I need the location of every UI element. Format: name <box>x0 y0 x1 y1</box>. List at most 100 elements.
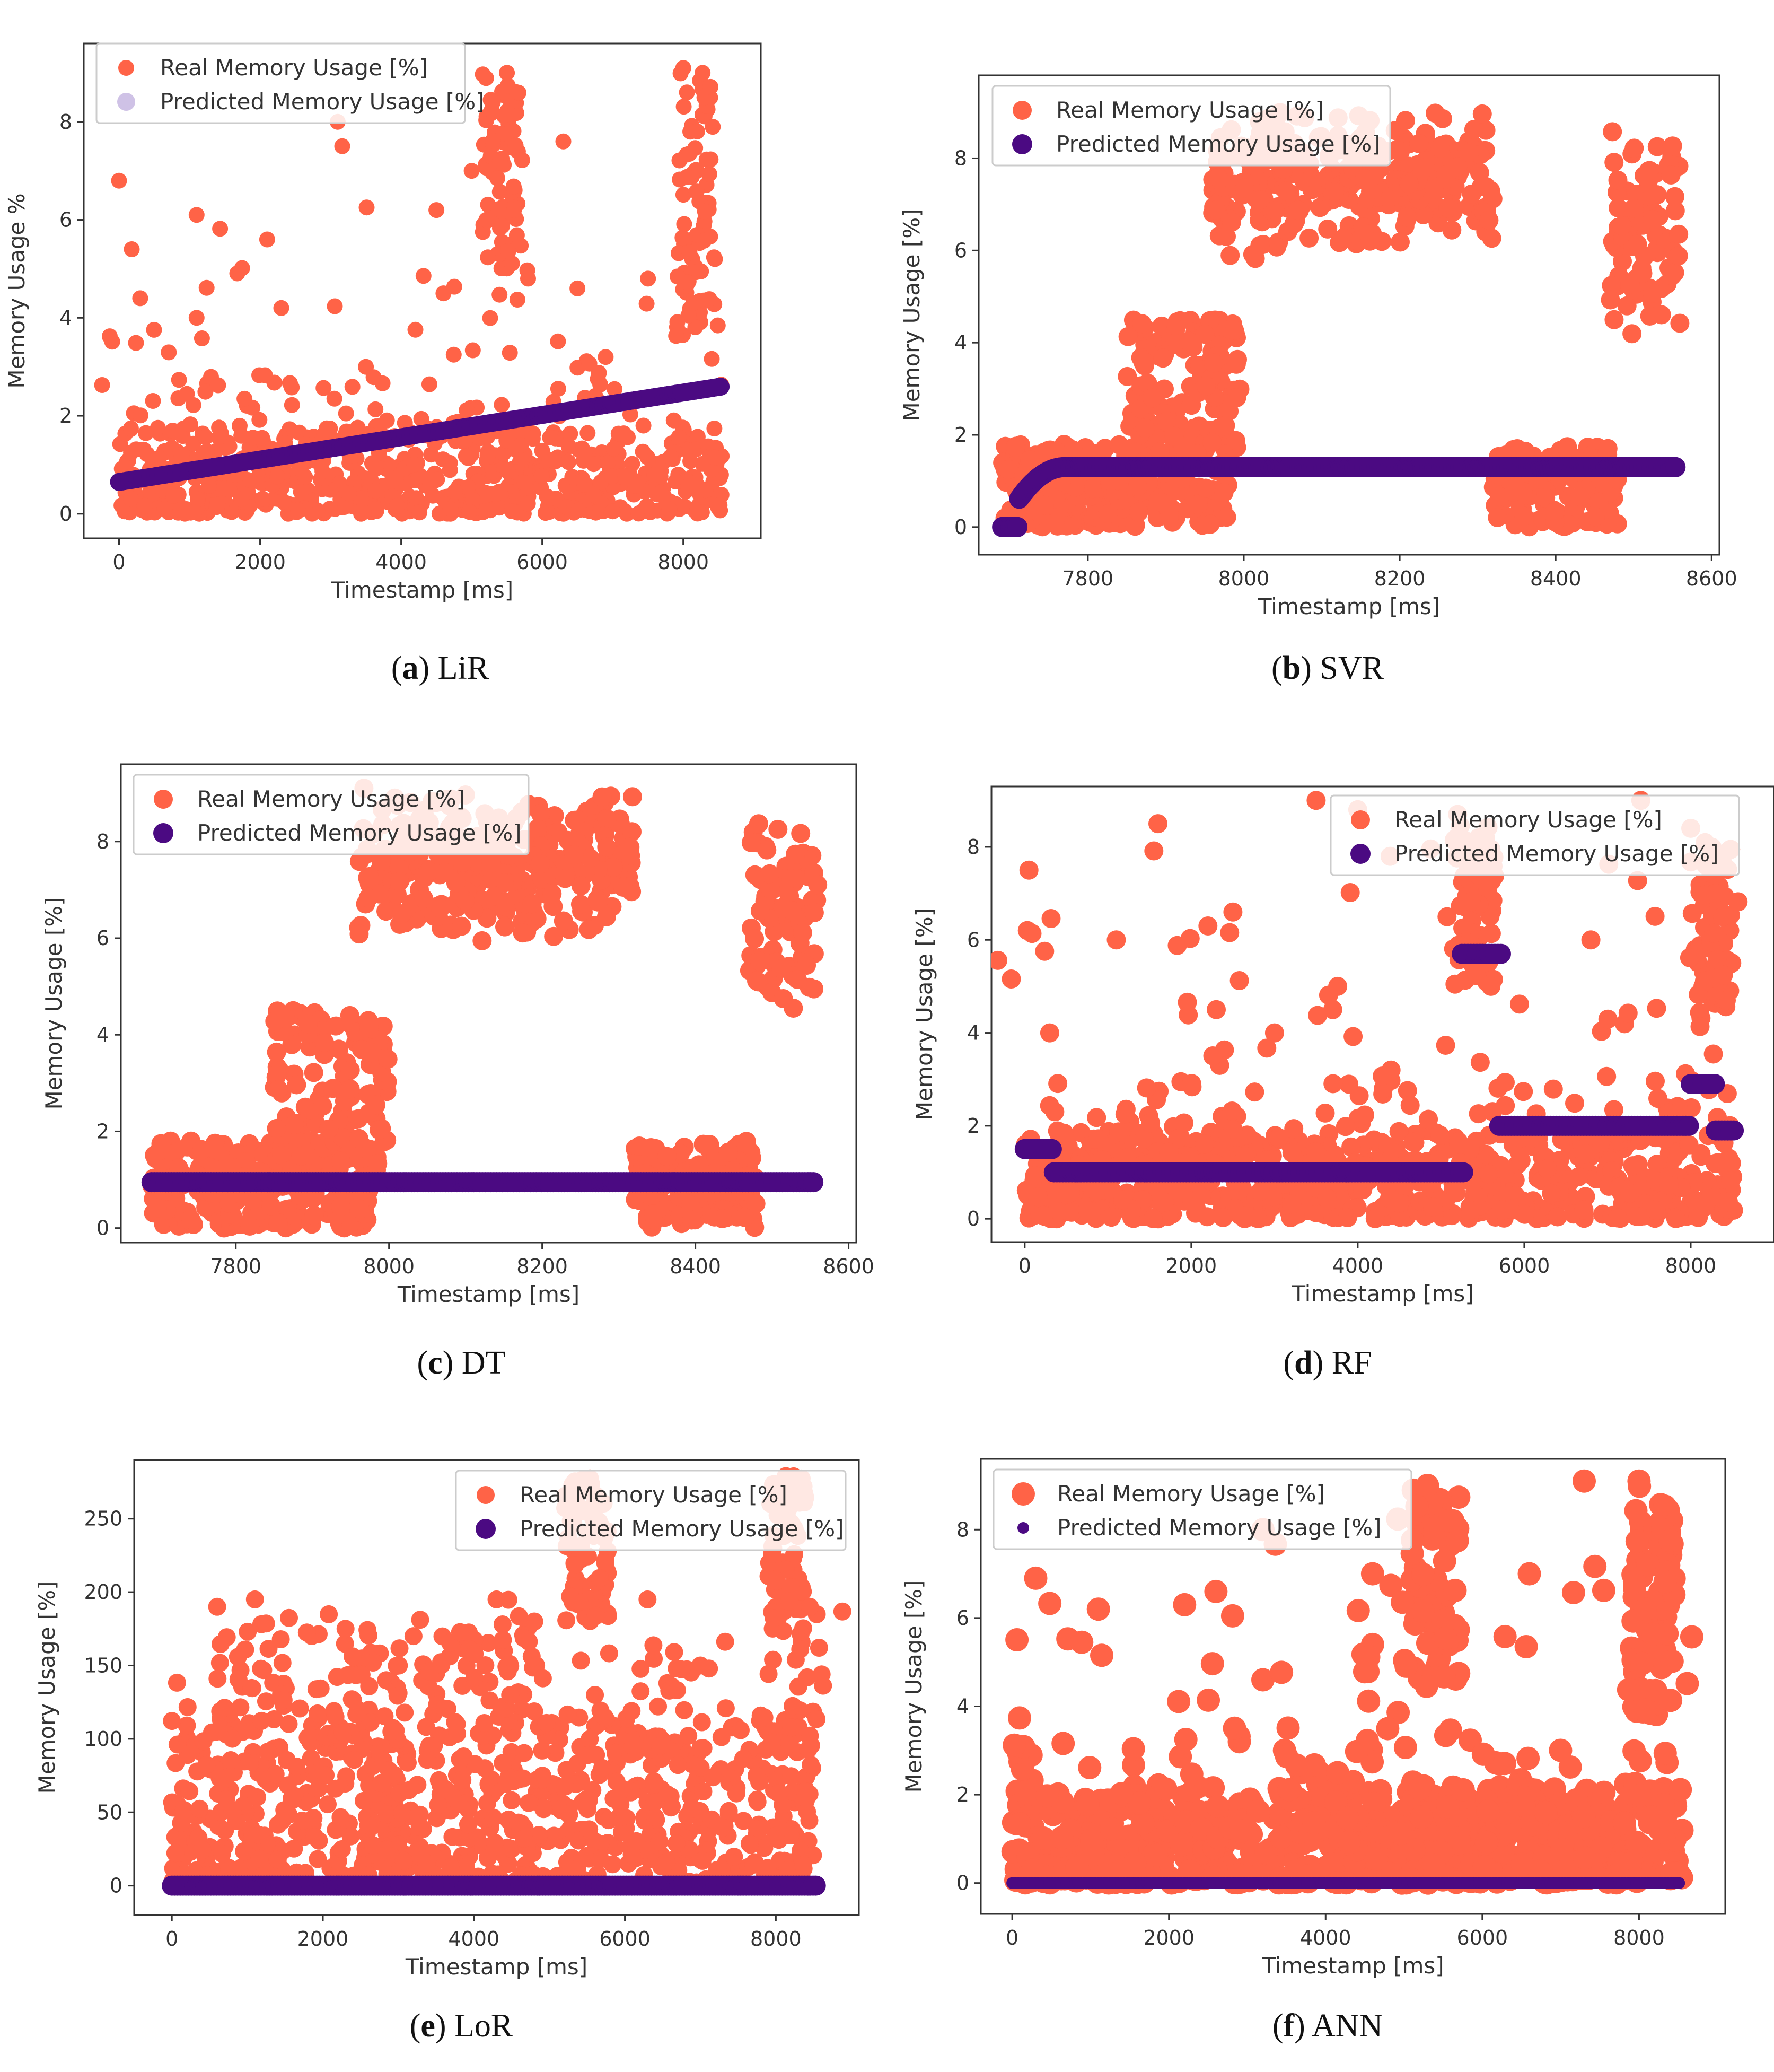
y-tick-label: 4 <box>96 1023 109 1046</box>
real-point <box>1470 1053 1490 1072</box>
real-point <box>1035 495 1054 515</box>
real-point <box>621 846 640 865</box>
x-tick-label: 4000 <box>1332 1254 1384 1278</box>
real-point <box>706 421 723 436</box>
panel-caption: (b) SVR <box>1271 650 1384 686</box>
y-axis-label: Memory Usage [%] <box>41 897 67 1109</box>
real-point <box>1040 1096 1059 1115</box>
real-point <box>787 969 807 989</box>
real-point <box>604 503 621 520</box>
real-point <box>1235 178 1254 198</box>
real-point <box>494 218 510 234</box>
real-point <box>1102 1208 1121 1227</box>
real-point <box>276 1009 295 1028</box>
real-point <box>446 484 463 500</box>
real-point <box>760 864 779 884</box>
real-point <box>1288 200 1307 220</box>
real-point <box>1586 507 1605 527</box>
real-point <box>453 853 472 872</box>
y-tick-label: 8 <box>59 110 72 134</box>
real-point <box>485 133 501 149</box>
real-point <box>487 486 503 502</box>
real-point <box>1633 264 1653 283</box>
real-point <box>603 858 623 877</box>
predicted-point <box>712 378 730 396</box>
predicted-series <box>992 457 1686 537</box>
real-point <box>1151 442 1170 462</box>
real-point <box>1690 1003 1709 1022</box>
real-point <box>194 330 210 346</box>
real-point <box>570 502 586 519</box>
real-point <box>251 412 268 428</box>
real-point <box>513 923 532 943</box>
caption-model-name: LiR <box>438 650 489 686</box>
real-point <box>597 809 617 828</box>
real-point <box>592 787 612 807</box>
real-point <box>1338 1208 1357 1227</box>
real-point <box>1515 1204 1534 1224</box>
real-point <box>1719 1192 1738 1212</box>
real-point <box>617 503 633 519</box>
real-point <box>181 1210 200 1229</box>
real-point <box>539 488 555 504</box>
real-point <box>1679 1135 1699 1155</box>
real-point <box>211 429 227 445</box>
real-point <box>1721 1171 1741 1191</box>
real-point <box>1143 388 1162 408</box>
real-point <box>1428 213 1448 233</box>
real-point <box>1266 200 1285 220</box>
real-point <box>1164 426 1184 446</box>
real-point <box>1035 941 1055 961</box>
real-point <box>319 1119 339 1139</box>
real-point <box>1217 508 1236 527</box>
real-point <box>629 1136 649 1156</box>
real-point <box>429 471 445 488</box>
real-point <box>1144 841 1164 861</box>
real-point <box>1481 924 1501 943</box>
real-point <box>185 435 201 452</box>
real-point <box>480 249 496 266</box>
real-point <box>1196 376 1216 396</box>
real-point <box>570 442 587 458</box>
real-point <box>460 479 476 495</box>
real-point <box>1628 234 1647 254</box>
real-point <box>1284 1119 1304 1139</box>
real-point <box>1509 994 1529 1014</box>
real-point <box>1152 316 1172 336</box>
real-point <box>452 916 471 936</box>
real-point <box>1728 892 1748 912</box>
real-point <box>1409 134 1429 153</box>
y-tick-label: 8 <box>96 830 109 853</box>
real-point <box>1608 170 1628 190</box>
y-tick-label: 8 <box>954 146 967 170</box>
real-point <box>1360 231 1380 251</box>
real-point <box>1604 1100 1623 1120</box>
real-point <box>1251 1182 1270 1201</box>
real-point <box>1647 999 1666 1018</box>
real-point <box>478 70 494 86</box>
real-point <box>195 445 211 462</box>
real-point <box>173 449 190 465</box>
real-point <box>151 450 168 466</box>
real-point <box>496 107 512 124</box>
real-point <box>1115 1105 1135 1124</box>
real-point <box>198 279 215 296</box>
caption-letter: a <box>402 650 419 686</box>
real-point <box>1488 508 1507 527</box>
real-point <box>736 1134 756 1153</box>
real-point <box>504 503 520 519</box>
real-point <box>341 485 357 502</box>
real-point <box>653 485 669 501</box>
x-tick-label: 7800 <box>1062 567 1114 590</box>
real-point <box>671 429 687 445</box>
real-point <box>1002 969 1021 989</box>
x-tick-label: 8200 <box>1374 567 1426 590</box>
real-point <box>478 212 495 228</box>
real-point <box>505 178 522 195</box>
real-point <box>757 840 777 860</box>
real-point <box>1143 1209 1163 1228</box>
real-point <box>1558 441 1577 460</box>
real-point <box>273 300 289 316</box>
real-point <box>665 412 682 429</box>
